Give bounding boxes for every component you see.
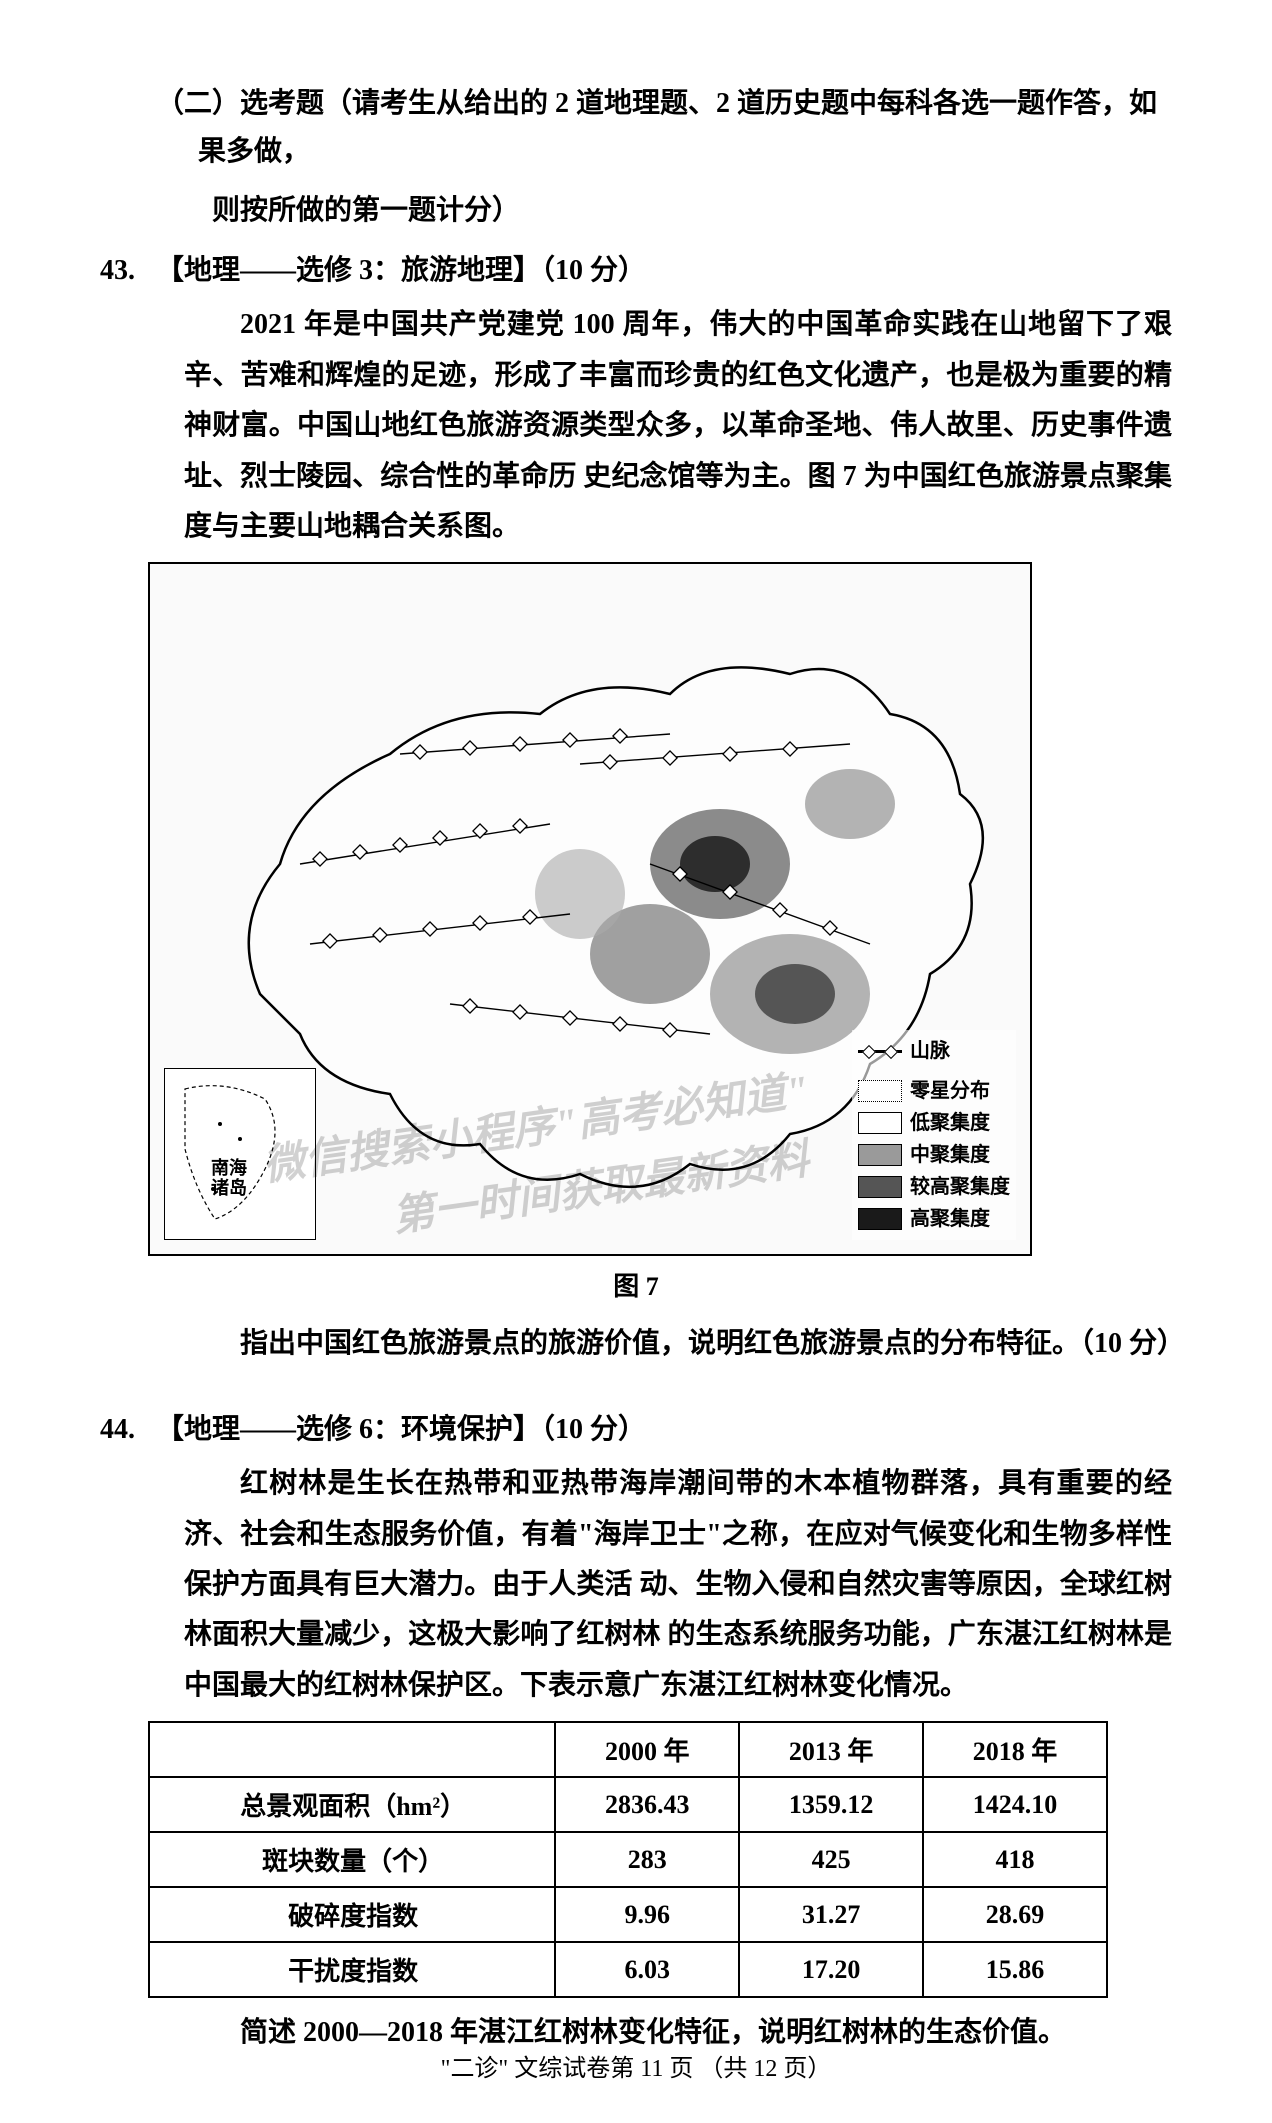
legend-mountain-label: 山脉 xyxy=(910,1036,950,1066)
th-blank xyxy=(149,1722,555,1777)
page-footer: "二诊" 文综试卷第 11 页 （共 12 页） xyxy=(0,2048,1272,2083)
cell: 2836.43 xyxy=(555,1777,739,1832)
row-label-frag: 破碎度指数 xyxy=(149,1887,555,1942)
legend-l0-label: 零星分布 xyxy=(910,1076,990,1106)
cell: 9.96 xyxy=(555,1887,739,1942)
q43-title: 【地理——选修 3：旅游地理】（10 分） xyxy=(156,255,646,286)
q44-paragraph: 红树林是生长在热带和亚热带海岸潮间带的木本植物群落，具有重要的经济、社会和生态服… xyxy=(100,1459,1172,1711)
map-legend: 山脉 零星分布 低聚集度 中聚集度 较高聚集度 高聚集度 xyxy=(852,1030,1016,1240)
cell: 1359.12 xyxy=(739,1777,923,1832)
row-label-area: 总景观面积（hm²） xyxy=(149,1777,555,1832)
row-label-disturb: 干扰度指数 xyxy=(149,1942,555,1997)
swatch-l0 xyxy=(858,1080,902,1102)
q44-heading: 44.【地理——选修 6：环境保护】（10 分） xyxy=(100,1406,1172,1454)
cell: 28.69 xyxy=(923,1887,1107,1942)
q43-heading: 43.【地理——选修 3：旅游地理】（10 分） xyxy=(100,247,1172,295)
swatch-l2 xyxy=(858,1144,902,1166)
q44-number: 44. xyxy=(100,1406,156,1454)
mountain-line-icon xyxy=(858,1050,902,1053)
cell: 1424.10 xyxy=(923,1777,1107,1832)
table-row: 干扰度指数 6.03 17.20 15.86 xyxy=(149,1942,1107,1997)
section-header-line2: 则按所做的第一题计分） xyxy=(100,187,1172,235)
cell: 31.27 xyxy=(739,1887,923,1942)
table-row: 破碎度指数 9.96 31.27 28.69 xyxy=(149,1887,1107,1942)
q43-paragraph: 2021 年是中国共产党建党 100 周年，伟大的中国革命实践在山地留下了艰辛、… xyxy=(100,300,1172,552)
legend-l4-label: 高聚集度 xyxy=(910,1204,990,1234)
exam-page: （二）选考题（请考生从给出的 2 道地理题、2 道历史题中每科各选一题作答，如果… xyxy=(0,0,1272,2123)
swatch-l3 xyxy=(858,1176,902,1198)
row-label-patches: 斑块数量（个） xyxy=(149,1832,555,1887)
legend-l1-label: 低聚集度 xyxy=(910,1108,990,1138)
cell: 6.03 xyxy=(555,1942,739,1997)
inset-label: 南海 诸岛 xyxy=(211,1159,247,1199)
mangrove-table-wrap: 2000 年 2013 年 2018 年 总景观面积（hm²） 2836.43 … xyxy=(148,1721,1172,1998)
legend-l1: 低聚集度 xyxy=(858,1108,1010,1138)
cell: 17.20 xyxy=(739,1942,923,1997)
swatch-l1 xyxy=(858,1112,902,1134)
cell: 425 xyxy=(739,1832,923,1887)
legend-mountain: 山脉 xyxy=(858,1036,1010,1066)
cell: 418 xyxy=(923,1832,1107,1887)
legend-l3: 较高聚集度 xyxy=(858,1172,1010,1202)
south-sea-inset: 南海 诸岛 xyxy=(164,1068,316,1240)
legend-l0: 零星分布 xyxy=(858,1076,1010,1106)
th-2013: 2013 年 xyxy=(739,1722,923,1777)
legend-l3-label: 较高聚集度 xyxy=(910,1172,1010,1202)
legend-l2: 中聚集度 xyxy=(858,1140,1010,1170)
cell: 283 xyxy=(555,1832,739,1887)
cell: 15.86 xyxy=(923,1942,1107,1997)
q44-title: 【地理——选修 6：环境保护】（10 分） xyxy=(156,1414,646,1445)
th-2000: 2000 年 xyxy=(555,1722,739,1777)
figure-7-caption: 图 7 xyxy=(100,1266,1172,1303)
swatch-l4 xyxy=(858,1208,902,1230)
legend-l2-label: 中聚集度 xyxy=(910,1140,990,1170)
figure-7-map: 南海 诸岛 山脉 零星分布 低聚集度 中聚集度 较高聚集度 xyxy=(148,562,1032,1256)
th-2018: 2018 年 xyxy=(923,1722,1107,1777)
table-row: 斑块数量（个） 283 425 418 xyxy=(149,1832,1107,1887)
q43-prompt: 指出中国红色旅游景点的旅游价值，说明红色旅游景点的分布特征。（10 分） xyxy=(100,1319,1172,1369)
table-row: 总景观面积（hm²） 2836.43 1359.12 1424.10 xyxy=(149,1777,1107,1832)
mangrove-table: 2000 年 2013 年 2018 年 总景观面积（hm²） 2836.43 … xyxy=(148,1721,1108,1998)
legend-l4: 高聚集度 xyxy=(858,1204,1010,1234)
section-header-line1: （二）选考题（请考生从给出的 2 道地理题、2 道历史题中每科各选一题作答，如果… xyxy=(100,80,1172,175)
q43-number: 43. xyxy=(100,247,156,295)
table-header-row: 2000 年 2013 年 2018 年 xyxy=(149,1722,1107,1777)
